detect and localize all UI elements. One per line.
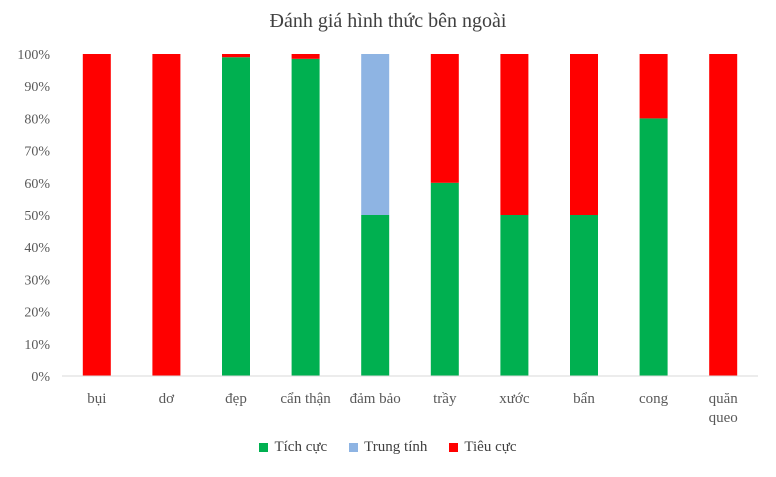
x-tick-label: đảm bảo <box>350 391 401 407</box>
bar-segment <box>361 215 390 376</box>
x-tick-label: quăn queo <box>709 391 739 426</box>
bar-segment <box>709 54 738 376</box>
x-tick-label: bẩn <box>573 391 595 407</box>
legend-label: Tiêu cực <box>464 439 517 455</box>
bar-segment <box>82 54 111 376</box>
bar-segment <box>570 54 598 215</box>
bar-segment <box>639 118 668 377</box>
x-tick-label: đẹp <box>225 391 247 407</box>
y-tick-label: 90% <box>24 80 50 95</box>
x-tick-label: xước <box>499 391 530 407</box>
bar-segment <box>222 54 250 58</box>
bar-segment <box>291 58 320 377</box>
legend-label: Trung tính <box>364 439 428 455</box>
chart-title: Đánh giá hình thức bên ngoài <box>269 10 507 32</box>
legend-item: Trung tính <box>349 439 427 456</box>
y-tick-label: 80% <box>24 112 50 127</box>
bar-segment <box>500 54 529 215</box>
y-tick-label: 10% <box>24 338 50 353</box>
y-tick-label: 70% <box>24 145 50 160</box>
y-tick-label: 0% <box>31 370 50 385</box>
bar-segment <box>500 215 529 376</box>
legend-item: Tích cực <box>259 439 327 456</box>
y-tick-label: 30% <box>24 273 50 288</box>
x-tick-label: bụi <box>87 391 106 407</box>
bar-segment <box>430 182 459 376</box>
x-tick-label: trầy <box>433 391 457 407</box>
legend-swatch <box>259 443 269 452</box>
y-tick-label: 100% <box>17 48 50 63</box>
bar-segment <box>430 54 459 183</box>
legend-swatch <box>349 443 359 452</box>
bar-segment <box>361 54 390 215</box>
y-tick-label: 20% <box>24 306 50 321</box>
bar-segment <box>570 215 598 376</box>
legend-label: Tích cực <box>274 439 328 455</box>
bar-segment <box>222 57 250 376</box>
legend-swatch <box>449 443 459 452</box>
x-tick-label: cẩn thận <box>280 391 331 407</box>
y-tick-label: 60% <box>24 177 50 192</box>
legend: Tích cực Trung tính Tiêu cực <box>0 439 776 456</box>
legend-item: Tiêu cực <box>449 439 517 456</box>
bar-segment <box>291 54 320 59</box>
y-tick-label: 50% <box>24 209 50 224</box>
y-tick-label: 40% <box>24 241 50 256</box>
bar-segment <box>152 54 181 376</box>
x-tick-label: dơ <box>159 391 176 407</box>
bar-segment <box>639 54 668 119</box>
x-tick-label: cong <box>639 391 669 407</box>
